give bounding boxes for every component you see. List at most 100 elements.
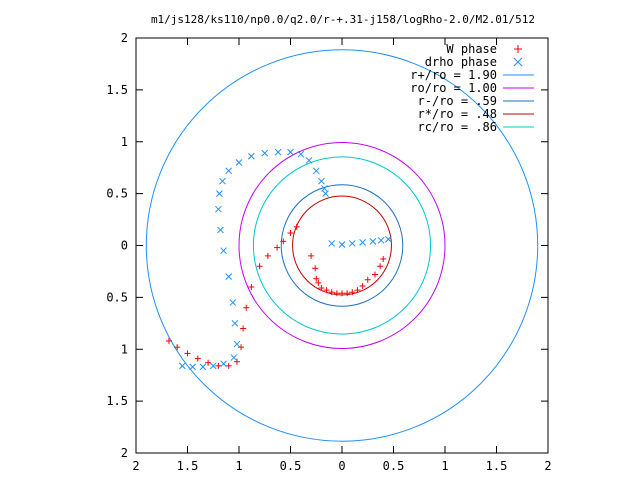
x-tick-label: 2: [544, 459, 551, 473]
drho-phase-point: [199, 363, 207, 371]
drho-phase-point: [359, 239, 366, 246]
w-phase-point: [293, 223, 300, 230]
drho-phase-point: [225, 167, 233, 175]
w-phase-point: [359, 282, 366, 289]
legend-label: drho phase: [425, 55, 497, 69]
chart-title: m1/js128/ks110/np0.0/q2.0/r-+.31-j158/lo…: [151, 13, 535, 26]
drho-phase-point: [231, 319, 239, 327]
y-tick-label: 2: [121, 31, 128, 45]
drho-phase-point: [318, 177, 325, 185]
w-phase-point: [377, 263, 384, 270]
legend-label: r-/ro = .59: [418, 94, 497, 108]
w-phase-point: [344, 290, 351, 297]
w-phase-point: [371, 271, 378, 278]
y-tick-label: 1.5: [106, 83, 128, 97]
legend-label: r+/ro = 1.90: [410, 68, 497, 82]
drho-phase-point: [217, 226, 224, 234]
w-phase-point: [194, 355, 201, 362]
x-tick-label: 1: [441, 459, 448, 473]
w-phase-point: [165, 337, 172, 344]
drho-phase-point: [230, 354, 238, 361]
drho-phase-point: [369, 237, 377, 245]
w-phase-point: [315, 279, 322, 286]
drho-phase-point: [321, 185, 328, 192]
legend-plus-marker: [514, 45, 522, 53]
x-tick-label: 0: [338, 459, 345, 473]
drho-phase-point: [305, 157, 313, 164]
y-tick-label: 1: [121, 342, 128, 356]
drho-phase-point: [312, 167, 320, 175]
drho-phase-point: [384, 235, 392, 243]
y-tick-label: 0.5: [106, 290, 128, 304]
w-phase-point: [364, 276, 371, 283]
x-tick-label: 0.5: [280, 459, 302, 473]
drho-phase-point: [219, 177, 226, 185]
legend-label: ro/ro = 1.00: [410, 81, 497, 95]
w-phase-point: [240, 325, 247, 332]
y-tick-label: 2: [121, 446, 128, 460]
w-phase-point: [233, 358, 240, 365]
drho-phase-point: [235, 159, 243, 166]
x-tick-label: 1.5: [486, 459, 508, 473]
y-tick-label: 0: [121, 239, 128, 253]
w-phase-point: [264, 252, 271, 259]
w-phase-point: [280, 238, 287, 245]
x-tick-label: 2: [132, 459, 139, 473]
y-tick-label: 1: [121, 135, 128, 149]
w-phase-point: [248, 284, 255, 290]
w-phase-point: [205, 359, 212, 366]
legend-label: rc/ro = .86: [418, 120, 497, 134]
w-phase-point: [215, 362, 222, 369]
w-phase-point: [313, 275, 320, 282]
drho-phase-point: [220, 360, 227, 368]
drho-phase-point: [322, 190, 329, 197]
w-phase-point: [225, 362, 232, 369]
legend-label: r*/ro = .48: [418, 107, 497, 121]
drho-phase-point: [225, 273, 233, 280]
drho-phase-point: [297, 150, 305, 158]
w-phase-point: [256, 263, 263, 270]
y-tick-label: 1.5: [106, 394, 128, 408]
circle-series: [252, 156, 432, 335]
w-phase-point: [333, 290, 340, 297]
w-phase-point: [349, 289, 356, 296]
drho-phase-point: [248, 152, 255, 160]
points-layer: [165, 148, 392, 371]
drho-phase-point: [338, 241, 346, 248]
x-tick-label: 1.5: [177, 459, 199, 473]
w-phase-point: [380, 255, 387, 262]
drho-phase-point: [377, 236, 385, 244]
w-phase-point: [318, 285, 325, 292]
w-phase-point: [339, 290, 345, 297]
w-phase-point: [312, 265, 319, 272]
circle-series: [280, 184, 404, 307]
w-phase-point: [238, 344, 245, 351]
w-phase-point: [308, 252, 315, 259]
drho-phase-point: [189, 363, 197, 371]
w-phase-point: [274, 244, 281, 251]
axis-ticks: 2 1.5 1 0.5 0 0.5 1 1.5 221.510.500.511.52: [106, 31, 551, 473]
circle-series: [145, 49, 539, 442]
w-phase-point: [287, 230, 294, 237]
drho-phase-point: [215, 205, 222, 213]
w-phase-point: [323, 287, 330, 294]
drho-phase-point: [261, 149, 269, 157]
circle-series: [238, 142, 446, 349]
y-tick-label: 0.5: [106, 187, 128, 201]
drho-phase-point: [348, 240, 356, 247]
x-tick-label: 0.5: [383, 459, 405, 473]
w-phase-point: [243, 304, 250, 311]
w-phase-point: [184, 350, 191, 357]
drho-phase-point: [220, 247, 227, 255]
x-tick-label: 1: [235, 459, 242, 473]
drho-phase-point: [216, 190, 223, 197]
drho-phase-point: [233, 340, 241, 348]
w-phase-point: [354, 287, 361, 294]
legend-x-marker: [513, 57, 523, 67]
drho-phase-point: [328, 240, 336, 247]
drho-phase-point: [274, 148, 282, 156]
drho-phase-point: [229, 299, 237, 306]
legend-label: W phase: [446, 42, 497, 56]
